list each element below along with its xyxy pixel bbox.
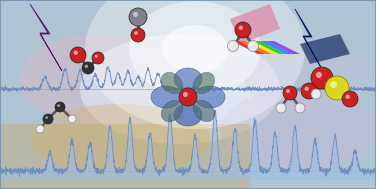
Bar (0, 124, 250, 189)
Ellipse shape (245, 44, 375, 114)
Circle shape (297, 105, 300, 108)
Ellipse shape (174, 68, 202, 90)
Ellipse shape (80, 34, 280, 144)
Circle shape (227, 40, 238, 51)
Circle shape (276, 103, 286, 113)
Circle shape (134, 31, 138, 35)
Circle shape (295, 103, 305, 113)
Circle shape (57, 104, 60, 107)
Ellipse shape (20, 34, 180, 124)
Circle shape (278, 105, 281, 108)
Circle shape (247, 40, 259, 51)
Ellipse shape (161, 100, 183, 122)
Circle shape (325, 76, 349, 100)
Circle shape (133, 12, 138, 17)
Circle shape (346, 94, 350, 99)
Ellipse shape (129, 1, 261, 97)
Circle shape (43, 114, 53, 124)
Polygon shape (295, 9, 323, 71)
Ellipse shape (151, 86, 181, 108)
Circle shape (301, 83, 317, 99)
Polygon shape (230, 4, 280, 44)
Ellipse shape (162, 25, 228, 73)
Ellipse shape (174, 104, 202, 126)
Circle shape (311, 67, 333, 89)
Circle shape (74, 50, 78, 55)
Polygon shape (300, 34, 350, 64)
Circle shape (85, 65, 88, 68)
Circle shape (38, 127, 40, 129)
Circle shape (92, 52, 104, 64)
Circle shape (286, 89, 290, 93)
Circle shape (179, 88, 197, 106)
Circle shape (68, 115, 76, 123)
Ellipse shape (30, 104, 210, 174)
Circle shape (311, 89, 321, 99)
Circle shape (330, 81, 337, 88)
Circle shape (95, 55, 98, 58)
Circle shape (305, 87, 309, 91)
Circle shape (316, 72, 322, 78)
Circle shape (82, 62, 94, 74)
Circle shape (250, 43, 253, 46)
Polygon shape (239, 41, 272, 54)
Circle shape (131, 28, 145, 42)
Polygon shape (253, 41, 286, 54)
Circle shape (283, 86, 297, 100)
Circle shape (129, 8, 147, 26)
Circle shape (36, 125, 44, 133)
Ellipse shape (195, 86, 225, 108)
Polygon shape (260, 41, 293, 54)
Circle shape (183, 92, 188, 97)
Polygon shape (246, 41, 279, 54)
Ellipse shape (85, 0, 305, 129)
Polygon shape (267, 41, 300, 54)
Circle shape (238, 26, 243, 30)
Ellipse shape (193, 100, 215, 122)
Circle shape (70, 47, 86, 63)
Ellipse shape (193, 72, 215, 94)
Circle shape (70, 117, 72, 119)
Circle shape (45, 116, 48, 119)
Ellipse shape (220, 89, 376, 169)
Circle shape (230, 43, 233, 46)
Ellipse shape (161, 72, 183, 94)
Polygon shape (232, 41, 265, 54)
Circle shape (55, 102, 65, 112)
Circle shape (235, 22, 251, 38)
Circle shape (313, 91, 316, 94)
Polygon shape (30, 4, 62, 71)
Circle shape (342, 91, 358, 107)
